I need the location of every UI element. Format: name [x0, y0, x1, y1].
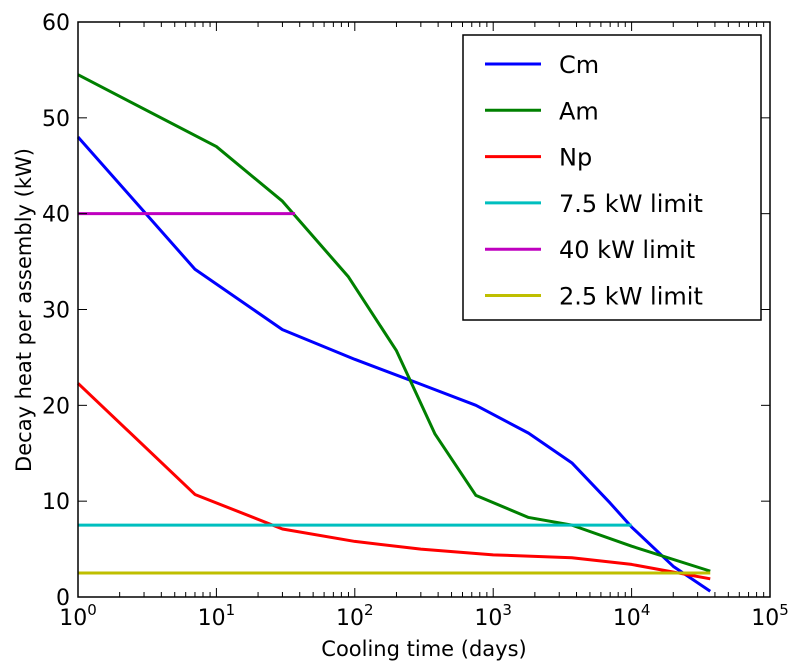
legend-label: Cm — [559, 51, 599, 79]
x-tick-label: 105 — [751, 601, 789, 631]
x-tick-label: 101 — [198, 601, 236, 631]
series-line-0 — [76, 136, 712, 593]
y-axis-label: Decay heat per assembly (kW) — [12, 148, 36, 472]
series-line-1 — [77, 73, 711, 573]
y-tick-label: 30 — [42, 299, 70, 324]
x-tick-label: 103 — [474, 601, 512, 631]
legend-label: 40 kW limit — [559, 236, 695, 264]
y-tick-label: 40 — [42, 203, 70, 228]
y-tick-label: 10 — [42, 490, 70, 515]
x-tick-label: 102 — [336, 601, 374, 631]
legend-label: Np — [559, 144, 592, 172]
y-tick-label: 50 — [42, 107, 70, 132]
y-tick-label: 20 — [42, 394, 70, 419]
y-tick-label: 60 — [42, 11, 70, 36]
plot-frame — [77, 21, 771, 598]
legend-label: Am — [559, 97, 599, 125]
legend-box — [462, 34, 762, 321]
legend-label: 7.5 kW limit — [559, 190, 703, 218]
x-tick-label: 104 — [613, 601, 651, 631]
x-axis-label: Cooling time (days) — [321, 637, 526, 661]
y-tick-label: 0 — [56, 586, 70, 611]
series-line-2 — [76, 382, 711, 581]
legend-label: 2.5 kW limit — [559, 283, 703, 311]
x-tick-label: 100 — [59, 601, 97, 631]
